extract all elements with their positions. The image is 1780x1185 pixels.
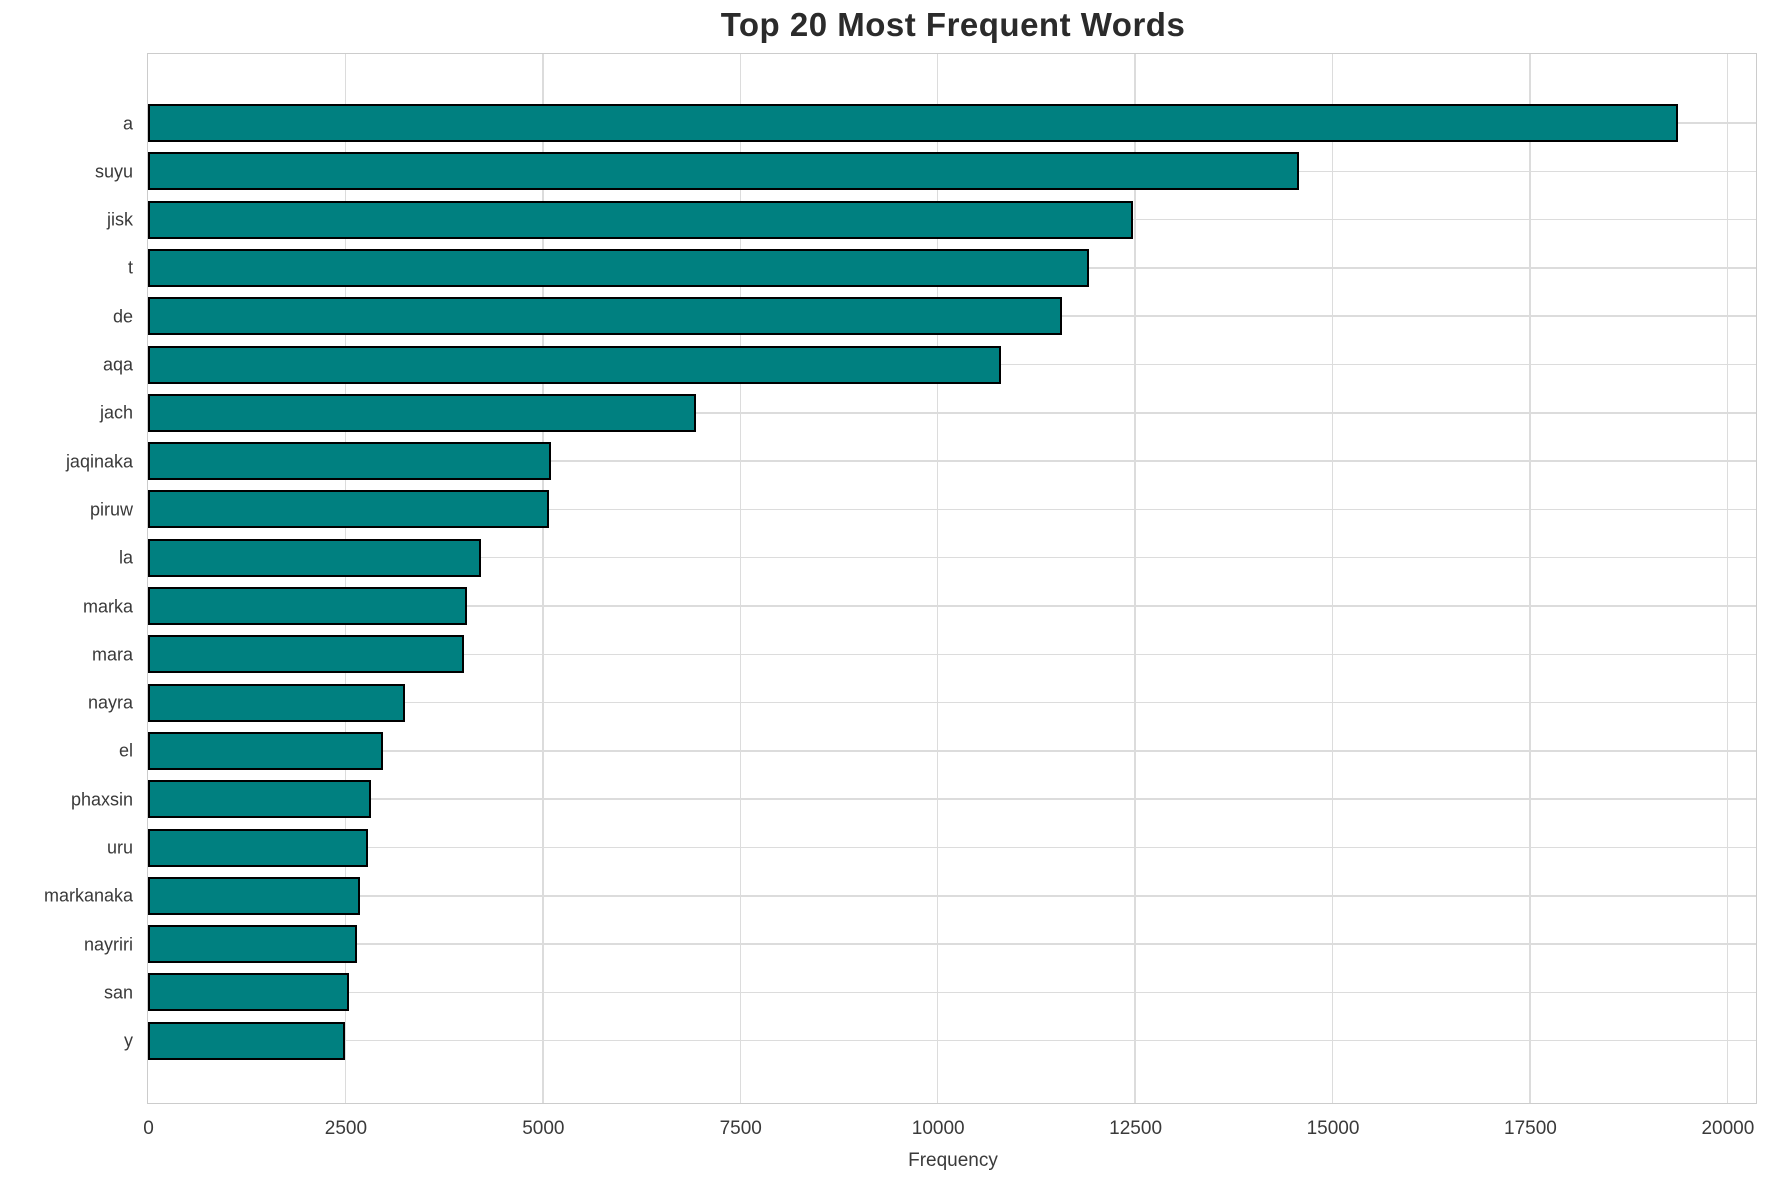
bar-aqa [148, 345, 1001, 384]
gridline-horizontal [148, 895, 1756, 897]
x-tick-label: 7500 [719, 1118, 762, 1139]
gridline-horizontal [148, 846, 1756, 849]
gridline-horizontal [148, 991, 1756, 994]
gridline-vertical [1134, 54, 1136, 1103]
bar-jach [148, 393, 697, 432]
y-tick-label: jaqinaka [65, 451, 133, 472]
y-tick-label: t [127, 257, 133, 278]
y-tick-label: a [122, 113, 133, 133]
gridline-horizontal [148, 460, 1756, 462]
bar-el [148, 731, 383, 770]
gridline-vertical [1529, 54, 1531, 1103]
bar-jaqinaka [148, 442, 551, 481]
bar-t [148, 248, 1089, 287]
bar-de [148, 297, 1063, 336]
bar-nayriri [148, 925, 358, 964]
gridline-horizontal [148, 798, 1756, 800]
gridline-horizontal [148, 508, 1756, 511]
y-tick-label: jach [99, 402, 133, 423]
y-tick-label: phaxsin [70, 789, 133, 810]
x-tick-label: 2500 [324, 1118, 368, 1139]
y-tick-label: san [103, 982, 133, 1003]
gridline-horizontal [148, 412, 1756, 414]
x-tick-label: 0 [143, 1118, 154, 1139]
bar-piruw [148, 490, 550, 529]
plot-area [147, 53, 1757, 1104]
y-tick-label: markanaka [43, 885, 133, 906]
gridline-horizontal [148, 750, 1756, 752]
gridline-vertical [542, 54, 544, 1103]
bar-suyu [148, 152, 1300, 191]
gridline-horizontal [148, 701, 1756, 704]
chart-title: Top 20 Most Frequent Words [720, 6, 1186, 43]
gridline-vertical [1331, 54, 1334, 1103]
gridline-horizontal [148, 605, 1756, 607]
bar-san [148, 973, 349, 1012]
bar-mara [148, 635, 464, 674]
y-tick-label: y [124, 1030, 133, 1051]
y-tick-label: uru [106, 837, 133, 858]
bar-uru [148, 828, 369, 867]
gridline-horizontal [148, 653, 1756, 656]
y-tick-label: jisk [107, 209, 133, 230]
x-tick-label: 15000 [1306, 1118, 1360, 1139]
x-tick-label: 12500 [1109, 1118, 1163, 1139]
x-tick-label: 5000 [522, 1118, 565, 1139]
bar-y [148, 1021, 346, 1060]
gridline-vertical [1726, 54, 1729, 1103]
y-tick-label: el [118, 740, 133, 761]
y-tick-label: la [118, 547, 133, 568]
bar-jisk [148, 200, 1133, 239]
bar-nayra [148, 683, 405, 722]
y-tick-label: de [112, 306, 133, 327]
y-tick-label: marka [82, 596, 133, 616]
y-tick-label: suyu [94, 161, 133, 182]
y-tick-label: mara [91, 644, 133, 665]
gridline-horizontal [148, 943, 1756, 945]
x-axis-label: Frequency [908, 1150, 998, 1171]
x-tick-label: 10000 [911, 1118, 965, 1139]
bar-a [148, 104, 1679, 142]
y-tick-label: nayra [87, 692, 133, 713]
y-tick-label: nayriri [83, 934, 133, 955]
gridline-horizontal [148, 1039, 1756, 1042]
bar-markanaka [148, 876, 360, 915]
gridline-vertical [936, 54, 939, 1103]
gridline-horizontal [148, 556, 1756, 559]
bar-marka [148, 587, 468, 625]
gridline-vertical [344, 54, 347, 1103]
x-tick-label: 17500 [1504, 1118, 1557, 1139]
gridline-vertical [739, 54, 741, 1103]
y-tick-label: piruw [89, 499, 133, 520]
y-tick-label: aqa [102, 354, 133, 375]
bar-phaxsin [148, 780, 371, 819]
x-tick-label: 20000 [1701, 1118, 1755, 1139]
bar-la [148, 538, 482, 577]
